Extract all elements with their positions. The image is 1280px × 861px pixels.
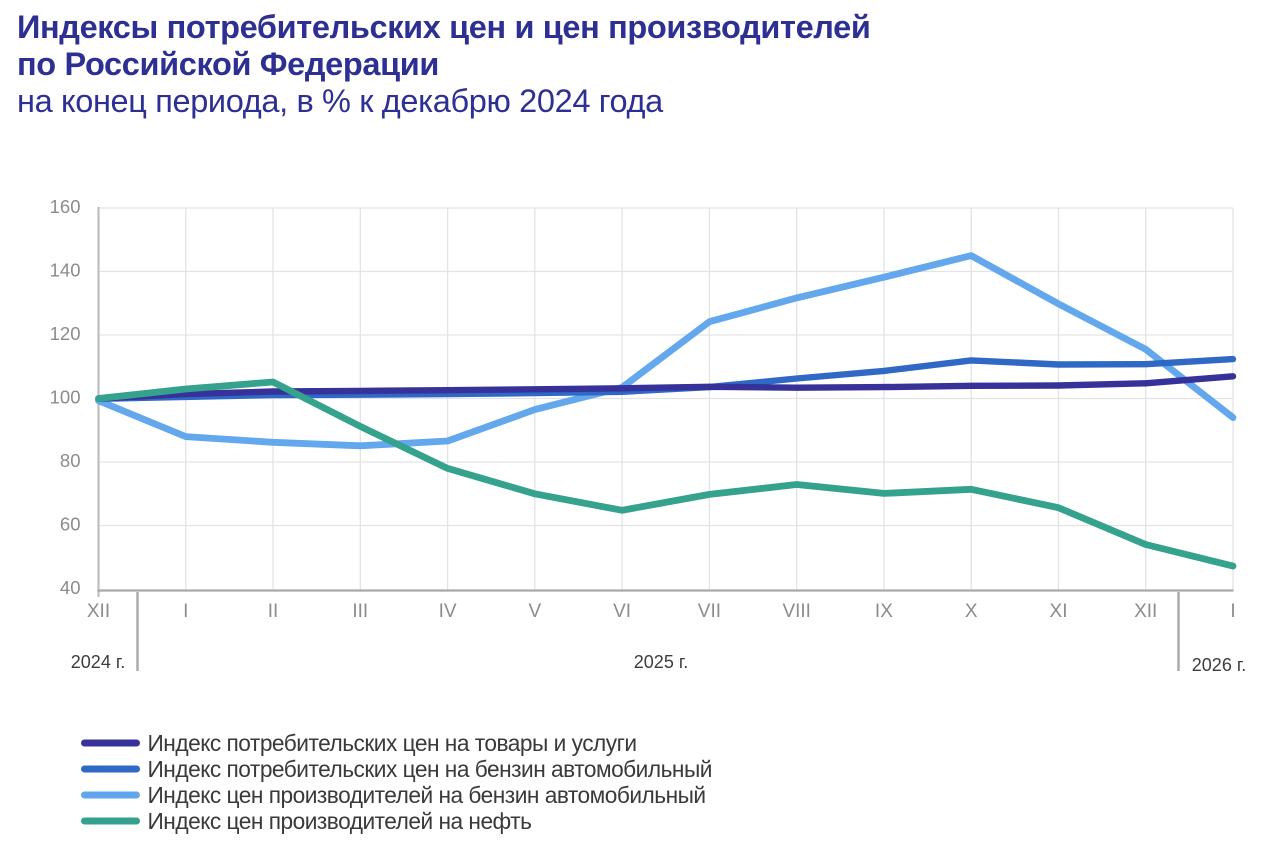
svg-text:Индекс потребительских цен на: Индекс потребительских цен на бензин авт… [148, 756, 712, 782]
svg-text:Индекс цен производителей на н: Индекс цен производителей на нефть [148, 808, 532, 834]
svg-text:X: X [965, 601, 978, 622]
svg-text:80: 80 [60, 450, 81, 471]
svg-text:XI: XI [1050, 601, 1068, 622]
svg-text:Индекс цен производителей на б: Индекс цен производителей на бензин авто… [148, 782, 706, 808]
svg-text:VI: VI [613, 601, 631, 622]
svg-text:160: 160 [50, 196, 81, 217]
svg-text:VIII: VIII [782, 601, 811, 622]
svg-text:40: 40 [60, 577, 81, 598]
svg-text:2024 г.: 2024 г. [71, 652, 125, 672]
svg-text:I: I [183, 601, 188, 622]
svg-text:I: I [1230, 601, 1235, 622]
svg-text:II: II [268, 601, 279, 622]
svg-text:100: 100 [50, 387, 81, 408]
svg-text:V: V [528, 601, 541, 622]
svg-text:2025 г.: 2025 г. [634, 652, 688, 672]
svg-text:III: III [352, 601, 368, 622]
svg-text:140: 140 [50, 260, 81, 281]
svg-text:XII: XII [1134, 601, 1157, 622]
svg-text:Индекс потребительских цен на: Индекс потребительских цен на товары и у… [148, 730, 637, 756]
svg-text:XII: XII [87, 601, 110, 622]
svg-text:60: 60 [60, 514, 81, 535]
svg-text:120: 120 [50, 323, 81, 344]
svg-text:2026 г.: 2026 г. [1192, 655, 1246, 675]
svg-text:VII: VII [698, 601, 721, 622]
svg-text:IV: IV [439, 601, 457, 622]
svg-text:IX: IX [875, 601, 893, 622]
